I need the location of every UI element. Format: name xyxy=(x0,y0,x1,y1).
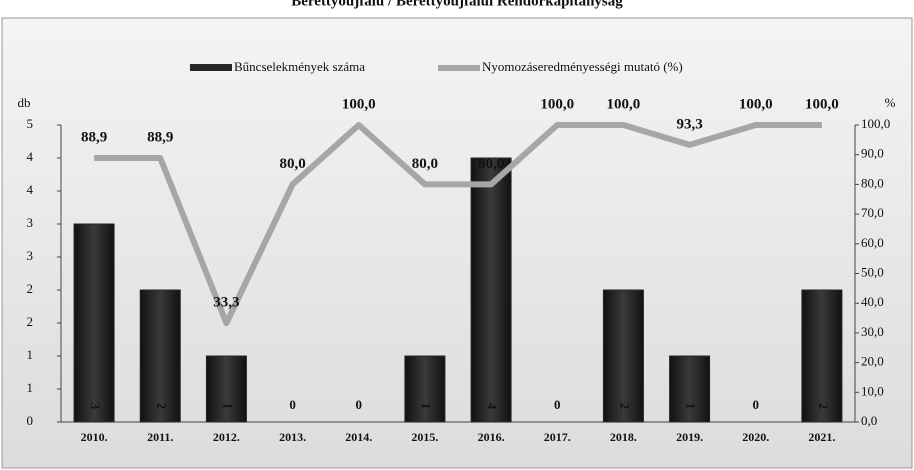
line-value-label: 80,0 xyxy=(478,156,504,172)
x-tick-label: 2012. xyxy=(213,430,240,444)
bar-value-label: 1 xyxy=(220,403,235,410)
legend-label: Bűncselekmények száma xyxy=(234,59,365,74)
bar-value-label: 2 xyxy=(617,403,632,410)
y-tick-label: 3 xyxy=(27,248,34,263)
bar xyxy=(801,289,843,423)
line-value-label: 80,0 xyxy=(412,156,438,172)
bar-value-label: 2 xyxy=(154,403,169,410)
chart-title: Berettyóújfalu / Berettyóújfalui Rendőrk… xyxy=(291,0,623,9)
line-value-label: 100,0 xyxy=(805,96,839,112)
y2-tick-label: 30,0 xyxy=(861,324,884,339)
bar-value-label: 0 xyxy=(356,397,363,412)
line-value-label: 100,0 xyxy=(540,96,574,112)
x-tick-label: 2015. xyxy=(411,430,438,444)
y-tick-label: 4 xyxy=(27,149,34,164)
y-tick-label: 4 xyxy=(27,182,34,197)
bar xyxy=(602,289,644,423)
bar xyxy=(404,355,446,423)
y2-tick-label: 40,0 xyxy=(861,294,884,309)
x-tick-label: 2019. xyxy=(676,430,703,444)
y2-tick-label: 20,0 xyxy=(861,354,884,369)
y2-tick-label: 90,0 xyxy=(861,146,884,161)
bar-value-label: 4 xyxy=(485,403,500,410)
x-tick-label: 2011. xyxy=(147,430,173,444)
x-tick-label: 2021. xyxy=(808,430,835,444)
bar xyxy=(205,355,247,423)
x-tick-label: 2016. xyxy=(478,430,505,444)
line-value-label: 33,3 xyxy=(213,295,239,311)
bar-value-label: 0 xyxy=(554,397,561,412)
bar-value-label: 1 xyxy=(419,403,434,410)
y-axis-label: db xyxy=(18,95,31,110)
y-tick-label: 2 xyxy=(27,314,34,329)
line-series xyxy=(94,122,822,327)
bar xyxy=(73,223,115,423)
y2-axis-label: % xyxy=(885,95,896,110)
y2-tick-label: 50,0 xyxy=(861,264,884,279)
y-tick-label: 0 xyxy=(27,413,34,428)
bar-value-label: 2 xyxy=(816,403,831,410)
chart-frame xyxy=(1,17,913,469)
y2-tick-label: 70,0 xyxy=(861,205,884,220)
x-tick-label: 2018. xyxy=(610,430,637,444)
x-tick-label: 2010. xyxy=(81,430,108,444)
line-value-label: 80,0 xyxy=(279,156,305,172)
x-tick-label: 2020. xyxy=(742,430,769,444)
y-tick-label: 5 xyxy=(27,116,34,131)
y-tick-label: 1 xyxy=(27,347,34,362)
line-value-label: 100,0 xyxy=(739,96,773,112)
y2-tick-label: 60,0 xyxy=(861,235,884,250)
x-tick-label: 2017. xyxy=(544,430,571,444)
bar-value-label: 3 xyxy=(88,403,103,410)
line-value-label: 88,9 xyxy=(147,129,173,145)
line-value-label: 100,0 xyxy=(342,96,376,112)
bar xyxy=(669,355,711,423)
y2-tick-label: 10,0 xyxy=(861,383,884,398)
line-value-label: 88,9 xyxy=(81,129,107,145)
bar-value-label: 1 xyxy=(684,403,699,410)
legend-label: Nyomozáseredményességi mutató (%) xyxy=(482,59,683,74)
bar-value-label: 0 xyxy=(289,397,296,412)
legend-swatch xyxy=(190,64,232,71)
bar-value-label: 0 xyxy=(753,397,760,412)
y-tick-label: 2 xyxy=(27,281,34,296)
y2-tick-label: 100,0 xyxy=(861,116,890,131)
y-tick-label: 3 xyxy=(27,215,34,230)
y-tick-label: 1 xyxy=(27,380,34,395)
x-tick-label: 2014. xyxy=(345,430,372,444)
line-value-label: 100,0 xyxy=(607,96,641,112)
y2-tick-label: 0,0 xyxy=(861,413,877,428)
y2-tick-label: 80,0 xyxy=(861,175,884,190)
x-tick-label: 2013. xyxy=(279,430,306,444)
bar xyxy=(470,157,512,423)
line-value-label: 93,3 xyxy=(676,116,702,132)
bar xyxy=(139,289,181,423)
